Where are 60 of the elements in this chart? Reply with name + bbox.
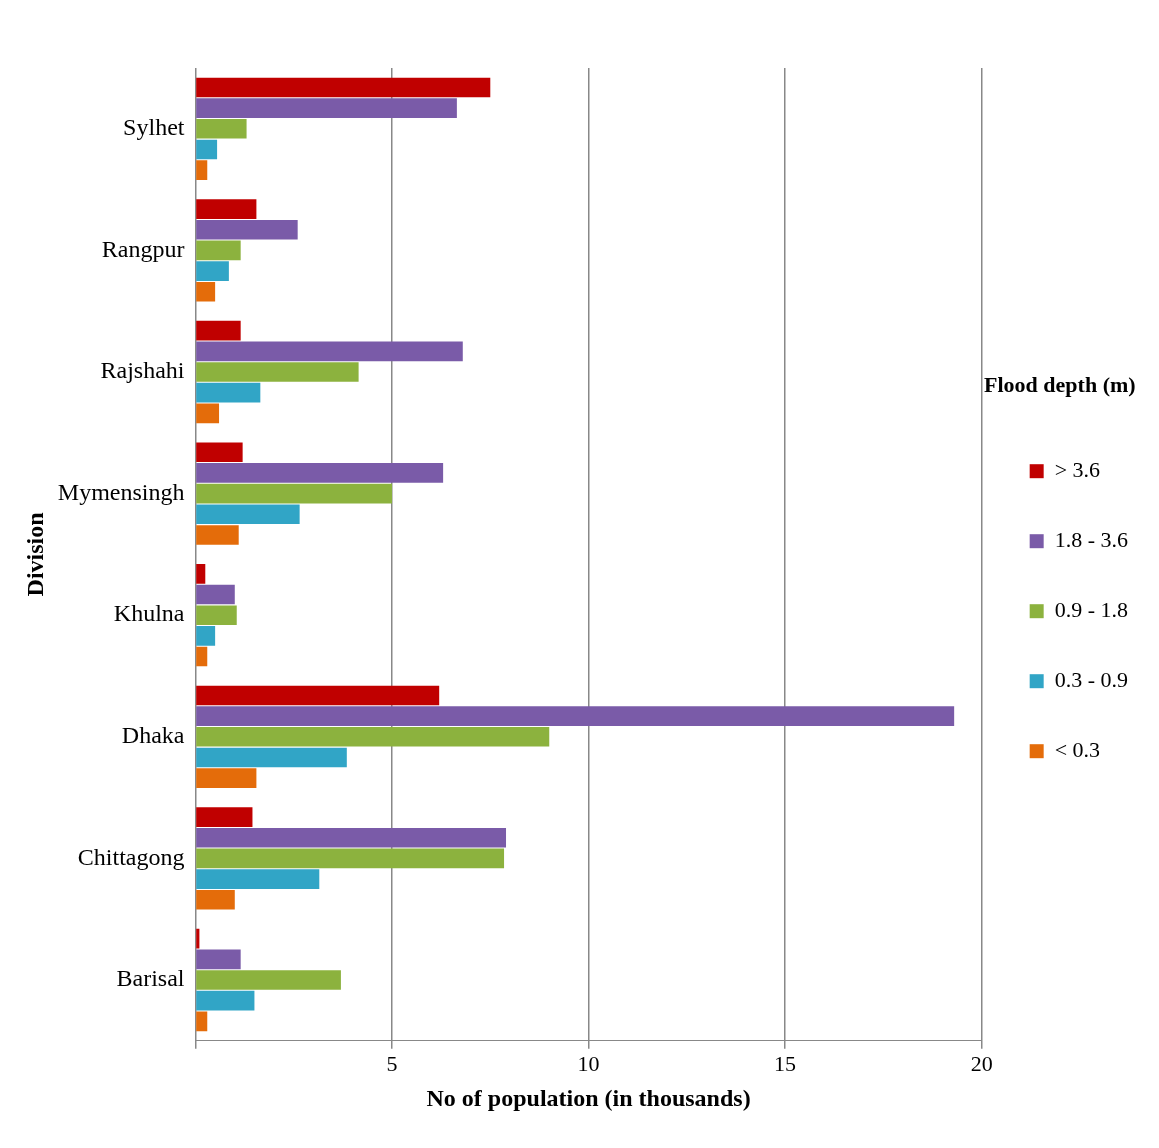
bar	[196, 970, 341, 990]
y-tick-label: Khulna	[113, 600, 185, 627]
bar	[196, 605, 237, 626]
y-tick-label: Dhaka	[121, 722, 185, 749]
y-tick-label: Rangpur	[101, 235, 185, 262]
y-tick-label: Mymensingh	[57, 478, 185, 505]
bar	[196, 889, 235, 910]
bar	[196, 320, 241, 341]
bar	[196, 77, 491, 98]
bar	[196, 990, 255, 1011]
bar	[196, 504, 300, 525]
bar	[196, 584, 235, 605]
legend-title: Flood depth (m)	[984, 372, 1136, 398]
legend-label: 1.8 - 3.6	[1054, 526, 1128, 552]
y-tick-label: Chittagong	[77, 843, 185, 870]
bar	[196, 382, 261, 403]
y-tick-label: Barisal	[116, 965, 185, 992]
bar	[196, 403, 220, 424]
bar	[196, 928, 200, 949]
bar	[196, 118, 247, 139]
x-tick-label: 20	[970, 1050, 993, 1076]
bar	[196, 564, 206, 584]
bar	[196, 685, 440, 706]
bar	[196, 827, 507, 848]
bar	[196, 442, 243, 463]
x-tick-label: 10	[577, 1050, 600, 1076]
bar	[196, 160, 208, 180]
bar	[196, 706, 955, 726]
y-tick-label: Rajshahi	[100, 357, 185, 384]
bar	[196, 98, 457, 118]
bar	[196, 219, 298, 240]
bar	[196, 768, 257, 788]
bar	[196, 240, 241, 261]
legend-label: > 3.6	[1054, 456, 1101, 482]
y-axis-title: Division	[21, 512, 48, 597]
bar	[196, 139, 218, 160]
legend-label: 0.9 - 1.8	[1054, 596, 1128, 622]
bar	[196, 362, 359, 382]
legend-label: 0.3 - 0.9	[1054, 666, 1128, 692]
bar	[196, 463, 444, 483]
bar	[196, 341, 463, 362]
x-tick-label: 15	[774, 1050, 797, 1076]
bar	[196, 261, 229, 281]
bar	[196, 848, 505, 869]
bar	[196, 626, 216, 646]
bar	[196, 199, 257, 219]
bar	[196, 525, 239, 545]
y-tick-label: Sylhet	[123, 114, 185, 141]
x-tick-label: 5	[386, 1050, 398, 1076]
bar	[196, 949, 241, 970]
bar	[196, 807, 253, 827]
bar	[196, 747, 347, 768]
bar	[196, 483, 393, 504]
bar	[196, 726, 550, 747]
bar	[196, 1011, 208, 1032]
bar	[196, 646, 208, 667]
legend-label: < 0.3	[1054, 736, 1101, 762]
x-axis-title: No of population (in thousands)	[426, 1084, 751, 1111]
bar	[196, 869, 320, 889]
bar	[196, 281, 216, 302]
